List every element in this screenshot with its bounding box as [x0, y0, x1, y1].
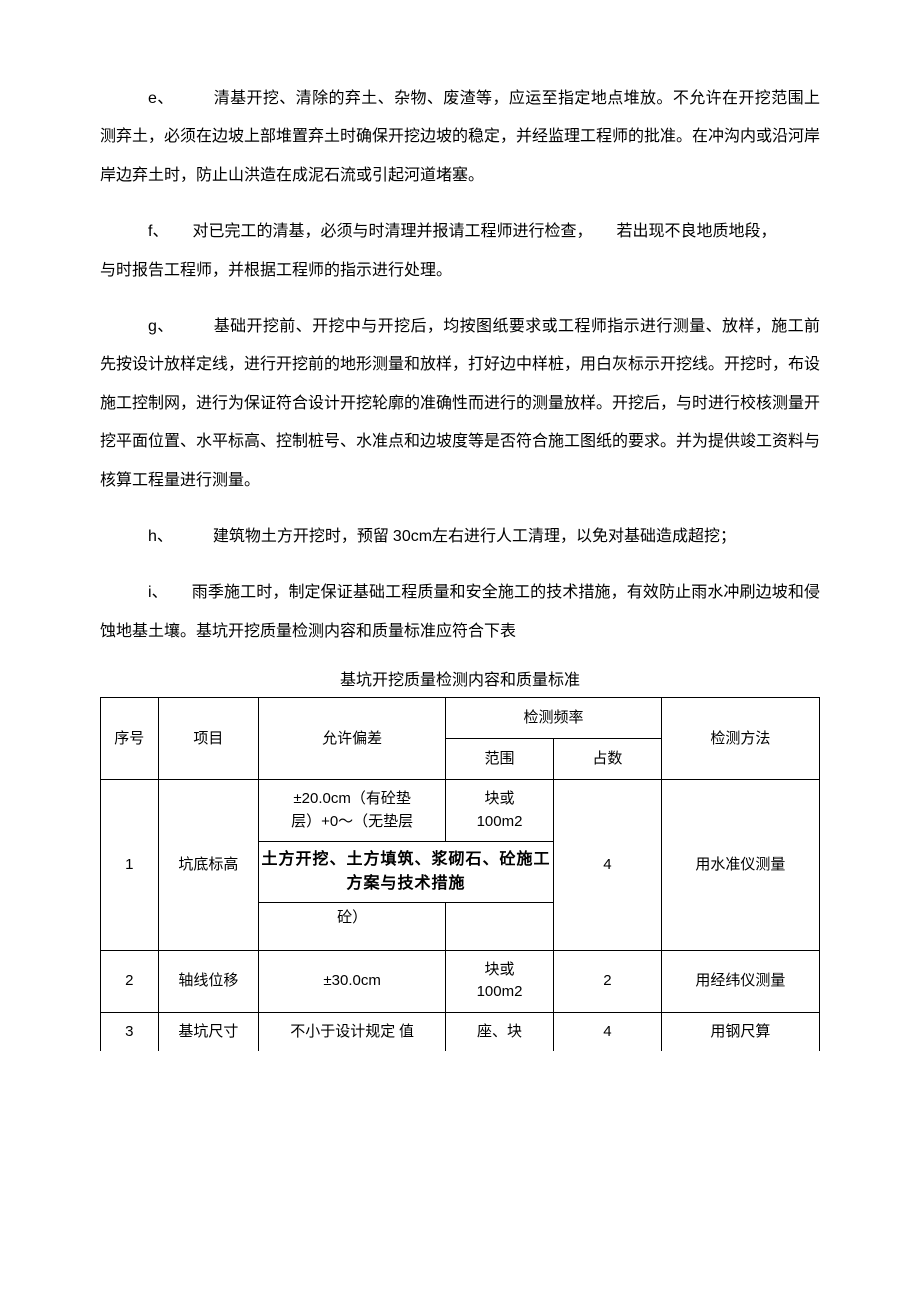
para-text-g: 基础开挖前、开挖中与开挖后，均按图纸要求或工程师指示进行测量、放样，施工前先按设… [100, 318, 820, 489]
row1-num: 1 [101, 780, 159, 951]
para-text-e: 清基开挖、清除的弃土、杂物、废渣等，应运至指定地点堆放。不允许在开挖范围上测弃土… [100, 90, 820, 184]
paragraph-h: h、 建筑物土方开挖时，预留 30cm左右进行人工清理，以免对基础造成超挖； [100, 518, 820, 556]
paragraph-f: f、 对已完工的清基，必须与时清理并报请工程师进行检查， 若出现不良地质地段， 与时… [100, 213, 820, 290]
row1-method: 用水准仪测量 [661, 780, 819, 951]
row1-range-b [446, 903, 554, 951]
row2-tol: ±30.0cm [259, 950, 446, 1012]
para-label-g: g、 [148, 318, 174, 335]
para-label-h: h、 [148, 528, 173, 545]
row1-count: 4 [553, 780, 661, 951]
row2-method: 用经纬仪测量 [661, 950, 819, 1012]
table-row-3: 3 基坑尺寸 不小于设计规定 值 座、块 4 用钢尺算 [101, 1012, 820, 1051]
para-label-e: e、 [148, 90, 174, 107]
header-col4: 检测频率 [446, 698, 662, 739]
table-row-1a: 1 坑底标高 ±20.0cm（有砼垫层）+0～（无垫层 块或100m2 4 用水… [101, 780, 820, 842]
row3-count: 4 [553, 1012, 661, 1051]
paragraph-e: e、清基开挖、清除的弃土、杂物、废渣等，应运至指定地点堆放。不允许在开挖范围上测… [100, 80, 820, 195]
row1-tol-b: 砼） [259, 903, 446, 951]
para-text-i: 雨季施工时，制定保证基础工程质量和安全施工的技术措施，有效防止雨水冲刷边坡和侵蚀… [100, 584, 820, 639]
header-col1: 序号 [101, 698, 159, 780]
row2-num: 2 [101, 950, 159, 1012]
para-text-f1: 对已完工的清基，必须与时清理并报请工程师进行检查， [192, 223, 592, 240]
para-label-f: f、 [148, 223, 168, 240]
para-text-h-after: 左右进行人工清理，以免对基础造成超挖； [432, 528, 736, 545]
header-col4a: 范围 [446, 739, 554, 780]
row2-item: 轴线位移 [158, 950, 259, 1012]
quality-table: 序号 项目 允许偏差 检测频率 检测方法 范围 占数 1 坑底标高 ±20.0c… [100, 697, 820, 1051]
row3-range: 座、块 [446, 1012, 554, 1051]
row2-range: 块或100m2 [446, 950, 554, 1012]
row3-item: 基坑尺寸 [158, 1012, 259, 1051]
header-col2: 项目 [158, 698, 259, 780]
row1-item: 坑底标高 [158, 780, 259, 951]
header-col3: 允许偏差 [259, 698, 446, 780]
para-text-f2: 若出现不良地质地段， [616, 223, 776, 240]
table-title: 基坑开挖质量检测内容和质量标准 [100, 669, 820, 693]
header-col4b: 占数 [553, 739, 661, 780]
table-header-row-1: 序号 项目 允许偏差 检测频率 检测方法 [101, 698, 820, 739]
paragraph-g: g、基础开挖前、开挖中与开挖后，均按图纸要求或工程师指示进行测量、放样，施工前先… [100, 308, 820, 500]
separator-text: 土方开挖、土方填筑、浆砌石、砼施工方案与技术措施 [259, 842, 554, 903]
row3-num: 3 [101, 1012, 159, 1051]
row3-method: 用钢尺算 [661, 1012, 819, 1051]
row1-range-a: 块或100m2 [446, 780, 554, 842]
para-label-i: i、 [148, 584, 168, 601]
row1-tol-a: ±20.0cm（有砼垫层）+0～（无垫层 [259, 780, 446, 842]
para-text-h-before: 建筑物土方开挖时，预留 [213, 528, 393, 545]
paragraph-i: i、雨季施工时，制定保证基础工程质量和安全施工的技术措施，有效防止雨水冲刷边坡和… [100, 574, 820, 651]
para-value-h: 30cm [393, 528, 432, 545]
row2-count: 2 [553, 950, 661, 1012]
para-text-f3: 与时报告工程师，并根据工程师的指示进行处理。 [100, 252, 820, 290]
table-row-2: 2 轴线位移 ±30.0cm 块或100m2 2 用经纬仪测量 [101, 950, 820, 1012]
row3-tol: 不小于设计规定 值 [259, 1012, 446, 1051]
header-col5: 检测方法 [661, 698, 819, 780]
